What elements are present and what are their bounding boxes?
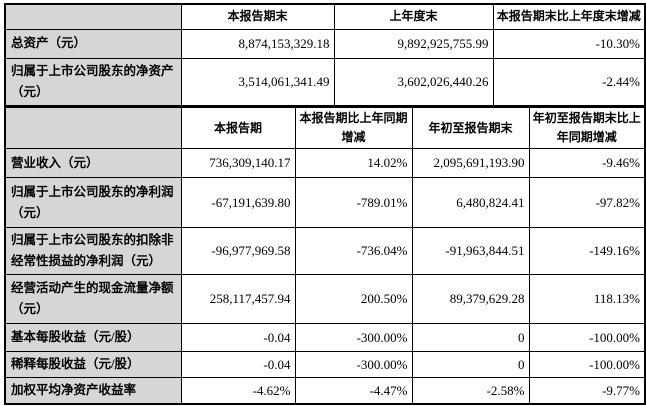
cell-value: -9.46% bbox=[528, 148, 646, 178]
cell-value: -4.47% bbox=[294, 377, 413, 405]
cell-value: -0.04 bbox=[180, 351, 296, 378]
cell-value: -97.82% bbox=[528, 177, 646, 228]
table-row: 基本每股收益（元/股） -0.04 -300.00% 0 -100.00% bbox=[4, 323, 646, 352]
cell-value: -300.00% bbox=[294, 351, 413, 378]
cell-value: 2,095,691,193.90 bbox=[411, 148, 530, 178]
corner-cell bbox=[4, 106, 182, 149]
cell-value: 0 bbox=[411, 351, 530, 378]
cell-value: 14.02% bbox=[294, 148, 413, 178]
row-label-total-assets: 总资产（元） bbox=[4, 28, 182, 59]
cell-value: 118.13% bbox=[528, 274, 646, 324]
cell-value: 9,892,925,755.99 bbox=[333, 28, 494, 59]
column-header-current-period: 本报告期 bbox=[180, 106, 296, 149]
column-header-current-period-end: 本报告期末 bbox=[180, 3, 335, 30]
table-header-row: 本报告期末 上年度末 本报告期末比上年度末增减 bbox=[4, 3, 646, 30]
table-row: 归属于上市公司股东的扣除非经常性损益的净利润（元） -96,977,969.58… bbox=[4, 227, 646, 275]
cell-value: -96,977,969.58 bbox=[180, 227, 296, 275]
cell-value: -149.16% bbox=[528, 227, 646, 275]
cell-value: 3,602,026,440.26 bbox=[333, 57, 494, 106]
table-row: 经营活动产生的现金流量净额（元） 258,117,457.94 200.50% … bbox=[4, 274, 646, 324]
row-label-weighted-avg-roe: 加权平均净资产收益率 bbox=[4, 377, 182, 405]
cell-value: -100.00% bbox=[528, 351, 646, 378]
cell-value: -91,963,844.51 bbox=[411, 227, 530, 275]
summary-table-period-end: 本报告期末 上年度末 本报告期末比上年度末增减 总资产（元） 8,874,153… bbox=[4, 3, 646, 107]
table-row: 加权平均净资产收益率 -4.62% -4.47% -2.58% -9.77% bbox=[4, 377, 646, 405]
cell-value: -736.04% bbox=[294, 227, 413, 275]
cell-value: -4.62% bbox=[180, 377, 296, 405]
column-header-prior-year-end: 上年度末 bbox=[333, 3, 494, 30]
column-header-year-to-date: 年初至报告期末 bbox=[411, 106, 530, 149]
cell-value: 258,117,457.94 bbox=[180, 274, 296, 324]
row-label-operating-cash-flow: 经营活动产生的现金流量净额（元） bbox=[4, 274, 182, 324]
row-label-net-profit-excl-nonrecurring: 归属于上市公司股东的扣除非经常性损益的净利润（元） bbox=[4, 227, 182, 275]
column-header-ytd-change: 年初至报告期末比上年同期增减 bbox=[528, 106, 646, 149]
cell-value: -67,191,639.80 bbox=[180, 177, 296, 228]
table-row: 总资产（元） 8,874,153,329.18 9,892,925,755.99… bbox=[4, 28, 646, 59]
cell-value: 0 bbox=[411, 323, 530, 352]
table-header-row: 本报告期 本报告期比上年同期增减 年初至报告期末 年初至报告期末比上年同期增减 bbox=[4, 106, 646, 149]
table-row: 归属于上市公司股东的净资产（元） 3,514,061,341.49 3,602,… bbox=[4, 57, 646, 106]
row-label-basic-eps: 基本每股收益（元/股） bbox=[4, 323, 182, 352]
cell-value: -300.00% bbox=[294, 323, 413, 352]
column-header-change-vs-prior-period: 本报告期比上年同期增减 bbox=[294, 106, 413, 149]
cell-value: 8,874,153,329.18 bbox=[180, 28, 335, 59]
table-row: 归属于上市公司股东的净利润（元） -67,191,639.80 -789.01%… bbox=[4, 177, 646, 228]
table-row: 营业收入（元） 736,309,140.17 14.02% 2,095,691,… bbox=[4, 148, 646, 178]
cell-value: -9.77% bbox=[528, 377, 646, 405]
column-header-change-vs-prior-year-end: 本报告期末比上年度末增减 bbox=[492, 3, 646, 30]
summary-table-reporting-period: 本报告期 本报告期比上年同期增减 年初至报告期末 年初至报告期末比上年同期增减 … bbox=[4, 106, 646, 405]
row-label-net-profit: 归属于上市公司股东的净利润（元） bbox=[4, 177, 182, 228]
table-row: 稀释每股收益（元/股） -0.04 -300.00% 0 -100.00% bbox=[4, 351, 646, 378]
cell-value: 200.50% bbox=[294, 274, 413, 324]
row-label-diluted-eps: 稀释每股收益（元/股） bbox=[4, 351, 182, 378]
row-label-operating-revenue: 营业收入（元） bbox=[4, 148, 182, 178]
cell-value: 6,480,824.41 bbox=[411, 177, 530, 228]
cell-value: 89,379,629.28 bbox=[411, 274, 530, 324]
cell-value: -789.01% bbox=[294, 177, 413, 228]
cell-value: 736,309,140.17 bbox=[180, 148, 296, 178]
cell-value: -0.04 bbox=[180, 323, 296, 352]
cell-value: 3,514,061,341.49 bbox=[180, 57, 335, 106]
cell-value: -2.44% bbox=[492, 57, 646, 106]
cell-value: -10.30% bbox=[492, 28, 646, 59]
corner-cell bbox=[4, 3, 182, 30]
row-label-net-assets: 归属于上市公司股东的净资产（元） bbox=[4, 57, 182, 106]
cell-value: -100.00% bbox=[528, 323, 646, 352]
cell-value: -2.58% bbox=[411, 377, 530, 405]
